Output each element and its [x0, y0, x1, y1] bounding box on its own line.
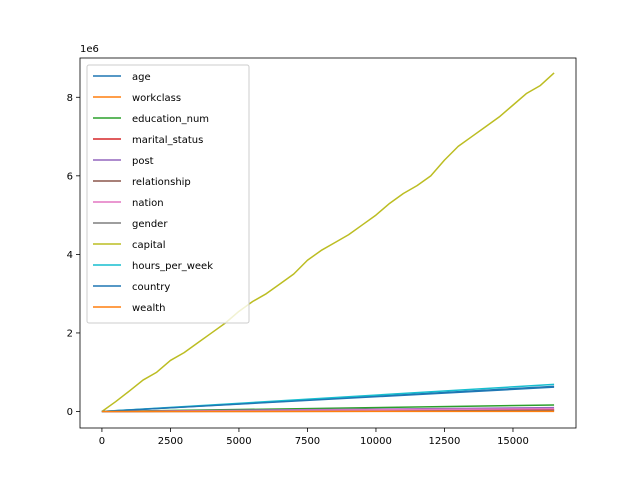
y-tick-label: 0 [67, 407, 73, 418]
legend-label: post [132, 156, 154, 167]
legend: age workclass education_num marital_statusp… [86, 64, 250, 324]
y-tick-label: 4 [67, 250, 73, 261]
x-tick-label: 5000 [226, 436, 251, 447]
series-line-country [101, 386, 555, 413]
x-tick-label: 12500 [429, 436, 461, 447]
series-line-capital [101, 72, 555, 413]
x-tick-label: 0 [99, 436, 105, 447]
legend-label: marital_status [132, 135, 203, 146]
legend-label: hours_per_week [132, 261, 213, 272]
legend-label: workclass [132, 93, 181, 104]
axes-frame [79, 57, 577, 429]
legend-label: age [132, 72, 151, 83]
legend-label: nation [132, 198, 164, 209]
legend-label: education_num [132, 114, 209, 125]
x-tick-label: 7500 [295, 436, 320, 447]
legend-label: wealth [132, 303, 166, 314]
x-tick-label: 15000 [497, 436, 529, 447]
y-axis: 0 2 4 6 8 [67, 93, 80, 418]
y-tick-label: 8 [67, 93, 73, 104]
y-offset-label: 1e6 [80, 44, 99, 55]
x-tick-label: 2500 [158, 436, 183, 447]
y-tick-label: 2 [67, 328, 73, 339]
x-axis: 0 2500 5000 7500 10000 12500 15000 [99, 428, 529, 447]
y-tick-label: 6 [67, 171, 73, 182]
legend-label: gender [132, 219, 168, 230]
legend-label: capital [132, 240, 166, 251]
series-layer [101, 72, 555, 413]
x-tick-label: 10000 [360, 436, 392, 447]
legend-label: country [132, 282, 170, 293]
legend-box [86, 64, 250, 324]
legend-label: relationship [132, 177, 191, 188]
